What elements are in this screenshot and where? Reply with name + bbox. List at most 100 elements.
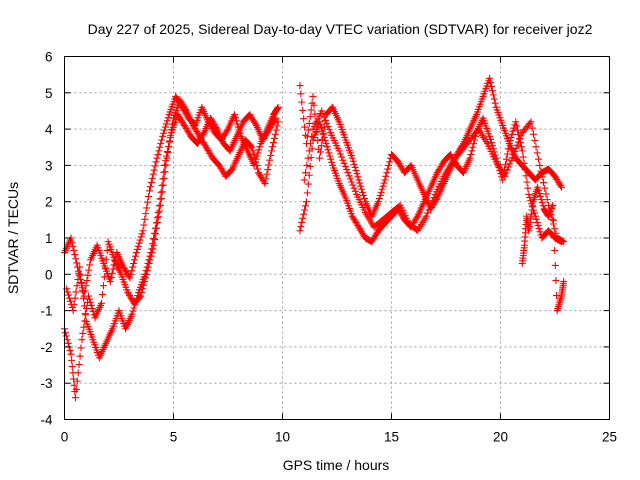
data-point-marker <box>158 136 166 144</box>
data-point-marker <box>70 381 78 389</box>
data-point-marker <box>273 122 281 130</box>
data-point-marker <box>82 282 90 290</box>
data-point-marker <box>142 210 150 218</box>
x-tick-label: 0 <box>61 430 69 445</box>
data-point-marker <box>127 270 135 278</box>
data-point-marker <box>133 245 141 253</box>
data-point-marker <box>382 172 390 180</box>
data-point-marker <box>271 130 279 138</box>
data-point-marker <box>303 161 311 169</box>
data-point-marker <box>298 98 306 106</box>
data-point-marker <box>160 126 168 134</box>
data-point-marker <box>319 110 327 118</box>
data-point-marker <box>502 169 510 177</box>
data-point-marker <box>144 198 152 206</box>
data-point-marker <box>300 210 308 218</box>
data-point-marker <box>164 147 172 155</box>
data-point-marker <box>350 184 358 192</box>
data-point-marker <box>163 117 171 125</box>
data-point-marker <box>130 304 138 312</box>
data-point-marker <box>146 183 154 191</box>
data-point-marker <box>548 215 556 223</box>
data-point-marker <box>223 127 231 135</box>
data-point-marker <box>487 78 495 86</box>
data-point-marker <box>542 190 550 198</box>
data-point-marker <box>534 222 542 230</box>
data-point-marker <box>199 130 207 138</box>
data-point-marker <box>322 140 330 148</box>
data-point-marker <box>265 161 273 169</box>
data-point-marker <box>138 230 146 238</box>
axis-ticks: 0 5 10 15 20 25 -4 -3 -2 -1 0 1 2 3 4 5 6 <box>40 50 617 445</box>
data-point-marker <box>274 104 282 112</box>
data-point-marker <box>534 183 542 191</box>
data-point-marker <box>128 310 136 318</box>
data-point-marker <box>296 82 304 90</box>
data-point-marker <box>537 196 545 204</box>
data-point-marker <box>316 154 324 162</box>
data-point-marker <box>75 361 83 369</box>
data-point-marker <box>139 227 147 235</box>
data-point-marker <box>136 236 144 244</box>
data-point-marker <box>551 246 559 254</box>
data-point-marker <box>525 223 533 231</box>
data-point-marker <box>109 265 117 273</box>
data-point-marker <box>76 263 84 271</box>
data-point-marker <box>374 198 382 206</box>
data-point-marker <box>160 168 168 176</box>
data-point-marker <box>74 369 82 377</box>
data-point-marker <box>69 307 77 315</box>
data-point-marker <box>151 224 159 232</box>
data-point-marker <box>379 182 387 190</box>
data-point-marker <box>506 137 514 145</box>
data-point-marker <box>537 167 545 175</box>
data-point-marker <box>156 143 164 151</box>
data-point-marker <box>532 215 540 223</box>
data-point-marker <box>144 259 152 267</box>
data-point-marker <box>151 236 159 244</box>
data-point-marker <box>356 179 364 187</box>
data-point-marker <box>503 166 511 174</box>
data-point-marker <box>161 161 169 169</box>
data-point-marker <box>486 132 494 140</box>
data-point-marker <box>156 195 164 203</box>
data-point-marker <box>99 282 107 290</box>
data-point-marker <box>491 99 499 107</box>
data-point-marker <box>511 147 519 155</box>
data-point-marker <box>72 385 80 393</box>
data-point-marker <box>263 170 271 178</box>
data-point-marker <box>528 206 536 214</box>
data-point-marker <box>517 143 525 151</box>
data-point-marker <box>231 114 239 122</box>
data-point-marker <box>140 221 148 229</box>
data-point-marker <box>155 202 163 210</box>
data-point-marker <box>328 158 336 166</box>
data-point-marker <box>487 139 495 147</box>
data-point-marker <box>513 122 521 130</box>
data-point-marker <box>254 149 262 157</box>
data-point-marker <box>232 117 240 125</box>
data-point-marker <box>154 209 162 217</box>
x-axis-label: GPS time / hours <box>283 457 390 473</box>
data-point-marker <box>320 133 328 141</box>
data-point-marker <box>73 282 81 290</box>
series-track-c <box>63 111 280 362</box>
data-point-marker <box>161 123 169 131</box>
data-point-marker <box>468 147 476 155</box>
data-point-marker <box>536 161 544 169</box>
data-point-marker <box>303 189 311 197</box>
data-point-marker <box>527 118 535 126</box>
data-point-marker <box>536 193 544 201</box>
y-tick-label: 3 <box>45 158 53 173</box>
data-point-marker <box>130 259 138 267</box>
data-point-marker <box>490 95 498 103</box>
data-point-marker <box>501 172 509 180</box>
data-point-marker <box>70 375 78 383</box>
data-point-marker <box>534 155 542 163</box>
data-point-marker <box>316 121 324 129</box>
data-point-marker <box>165 143 173 151</box>
data-point-marker <box>301 206 309 214</box>
data-point-marker <box>321 116 329 124</box>
data-point-marker <box>73 259 81 267</box>
data-point-marker <box>86 298 94 306</box>
